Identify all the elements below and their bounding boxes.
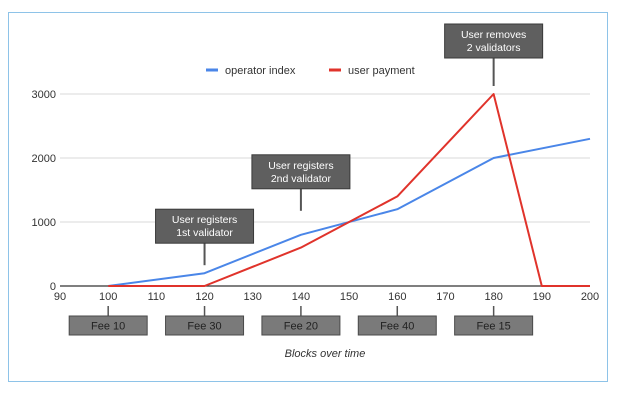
y-tick-label: 1000 bbox=[32, 217, 56, 229]
legend: operator index user payment bbox=[206, 65, 415, 77]
callout-text: 2 validators bbox=[467, 42, 521, 54]
x-tick-label: 170 bbox=[436, 291, 454, 303]
x-tick-label: 130 bbox=[244, 291, 262, 303]
x-tick-label: 140 bbox=[292, 291, 310, 303]
callout-text: User registers bbox=[172, 214, 237, 226]
axes: 0 1000 2000 3000 90 100 110 120 130 140 150 160 170 1… bbox=[32, 89, 600, 303]
fee-box bbox=[261, 315, 341, 336]
callout-text: 1st validator bbox=[176, 227, 233, 239]
x-tick-label: 120 bbox=[195, 291, 213, 303]
x-tick-label: 110 bbox=[148, 291, 166, 303]
x-tick-label: 200 bbox=[581, 291, 599, 303]
y-tick-label: 2000 bbox=[32, 153, 56, 165]
fee-box bbox=[165, 315, 245, 336]
series-lines bbox=[108, 93, 591, 287]
series-line-user-payment bbox=[108, 93, 590, 287]
x-tick-label: 90 bbox=[54, 291, 66, 303]
x-tick-label: 190 bbox=[533, 291, 551, 303]
fee-label: Fee 10 bbox=[91, 321, 125, 333]
callout-box bbox=[155, 208, 255, 244]
fee-label: Fee 15 bbox=[477, 321, 511, 333]
callout-text: 2nd validator bbox=[271, 173, 332, 185]
x-tick-label: 100 bbox=[99, 291, 117, 303]
callout-text: User removes bbox=[461, 29, 526, 41]
x-tick-label: 180 bbox=[484, 291, 502, 303]
fee-label: Fee 30 bbox=[187, 321, 221, 333]
callout-text: User registers bbox=[268, 160, 333, 172]
fee-label: Fee 40 bbox=[380, 321, 414, 333]
callout-box bbox=[444, 23, 544, 59]
x-tick-label: 160 bbox=[388, 291, 406, 303]
y-tick-label: 3000 bbox=[32, 89, 56, 101]
fee-box bbox=[357, 315, 437, 336]
legend-label-user-payment: user payment bbox=[348, 65, 415, 77]
fee-labels: Fee 10 Fee 30 Fee 20 Fee 40 Fee 15 bbox=[68, 306, 534, 336]
fee-box bbox=[68, 315, 148, 336]
fee-label: Fee 20 bbox=[284, 321, 318, 333]
x-tick-label: 150 bbox=[340, 291, 358, 303]
fee-box bbox=[454, 315, 534, 336]
y-tick-label: 0 bbox=[50, 281, 56, 293]
legend-label-operator-index: operator index bbox=[225, 65, 296, 77]
x-axis-label: Blocks over time bbox=[285, 348, 366, 360]
callout-box bbox=[251, 154, 351, 190]
